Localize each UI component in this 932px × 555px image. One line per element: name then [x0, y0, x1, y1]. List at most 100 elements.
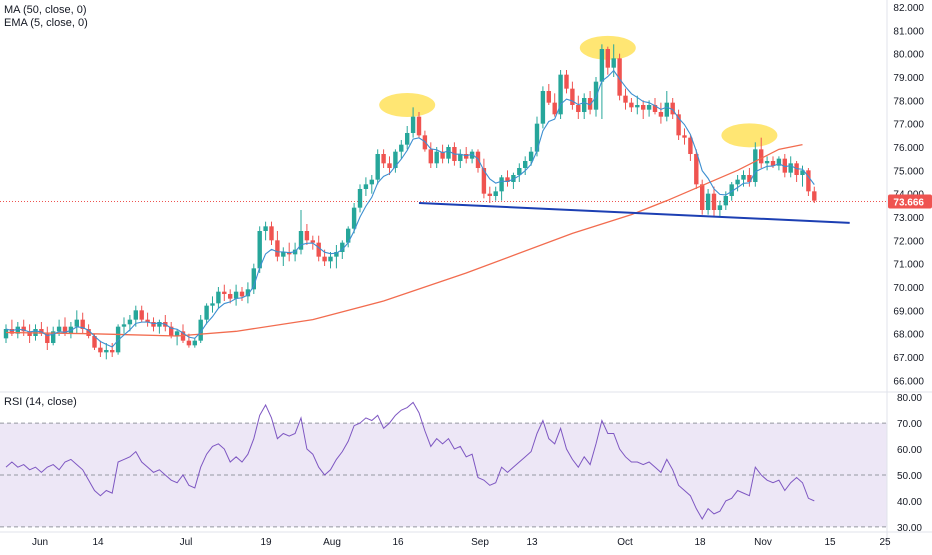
candle-body: [387, 163, 392, 168]
candle-body: [74, 319, 79, 327]
candle-body: [499, 177, 504, 192]
candle-body: [664, 102, 669, 117]
time-tick-label: Jun: [32, 537, 48, 548]
time-tick-label: Nov: [754, 537, 772, 548]
candle-body: [599, 49, 605, 82]
candle-body: [788, 163, 793, 173]
candle-body: [723, 196, 728, 206]
rsi-tick-label: 60.00: [897, 445, 922, 456]
candle-body: [694, 154, 699, 185]
time-tick-label: Jul: [180, 537, 193, 548]
candle-body: [717, 205, 723, 210]
candle-body: [369, 179, 374, 185]
candle-body: [552, 102, 557, 115]
price-tick-label: 82.000: [893, 3, 924, 14]
rsi-tick-label: 30.00: [897, 523, 922, 534]
candle-body: [399, 144, 404, 152]
peak-marker-3: [721, 123, 778, 148]
candle-body: [564, 74, 569, 89]
candle-body: [340, 242, 345, 252]
price-tick-label: 72.000: [893, 236, 924, 247]
candle-body: [328, 256, 333, 262]
candle-body: [357, 189, 363, 208]
price-tick-label: 71.000: [893, 260, 924, 271]
candle-body: [546, 91, 551, 103]
candle-body: [275, 240, 280, 257]
candle-body: [62, 326, 68, 334]
candle-body: [770, 161, 776, 166]
time-tick-label: 13: [526, 537, 538, 548]
candle-body: [629, 102, 634, 108]
time-tick-label: 19: [260, 537, 272, 548]
candle-body: [705, 193, 711, 210]
candle-body: [104, 350, 109, 353]
candle-body: [186, 340, 192, 346]
candle-body: [505, 177, 510, 182]
candle-body: [110, 350, 115, 353]
price-tick-label: 68.000: [893, 330, 924, 341]
candle-body: [133, 310, 138, 320]
candle-body: [806, 170, 811, 192]
candle-body: [540, 91, 546, 124]
candle-body: [747, 175, 752, 182]
candle-body: [493, 191, 498, 196]
candle-body: [9, 329, 15, 334]
candles-group: [3, 44, 817, 360]
candle-body: [764, 161, 770, 164]
candle-body: [440, 151, 445, 159]
candle-body: [393, 151, 398, 168]
time-tick-label: Sep: [471, 537, 489, 548]
ma50-line: [5, 144, 803, 337]
candle-body: [517, 168, 522, 175]
candle-body: [121, 324, 127, 327]
candle-body: [711, 193, 717, 210]
candle-body: [741, 175, 746, 180]
candle-body: [363, 184, 369, 189]
ma-legend-label: MA (50, close, 0): [4, 4, 87, 16]
candle-body: [534, 123, 540, 152]
rsi-tick-label: 50.00: [897, 471, 922, 482]
rsi-legend-label: RSI (14, close): [4, 396, 77, 408]
candle-body: [45, 333, 50, 343]
candle-body: [346, 228, 351, 243]
candle-body: [127, 319, 133, 325]
candle-body: [428, 149, 433, 164]
candle-body: [157, 322, 162, 327]
candle-body: [800, 170, 805, 175]
candle-body: [776, 158, 782, 166]
candle-body: [759, 149, 764, 164]
price-tick-label: 77.000: [893, 120, 924, 131]
candle-body: [481, 168, 487, 194]
candle-body: [228, 294, 233, 299]
last-price-label: 73.666: [893, 197, 924, 208]
candle-body: [469, 151, 475, 159]
time-tick-label: 25: [879, 537, 891, 548]
candle-body: [298, 231, 304, 250]
candle-body: [617, 58, 622, 96]
rsi-tick-label: 70.00: [897, 419, 922, 430]
candle-body: [511, 175, 516, 182]
candle-body: [210, 303, 215, 306]
time-tick-label: Oct: [617, 537, 633, 548]
candle-body: [528, 151, 534, 161]
candle-body: [92, 336, 97, 348]
rsi-line: [5, 401, 815, 521]
candle-body: [676, 114, 681, 136]
candle-body: [375, 154, 380, 180]
candle-body: [582, 98, 587, 112]
candle-body: [239, 291, 245, 297]
candle-body: [174, 331, 180, 336]
candle-body: [15, 326, 20, 334]
candle-body: [688, 137, 693, 154]
candle-body: [735, 179, 740, 185]
candle-body: [145, 319, 150, 322]
candle-body: [281, 252, 286, 257]
candle-body: [334, 252, 339, 257]
candle-body: [216, 291, 221, 304]
candle-body: [487, 193, 492, 196]
candle-body: [410, 116, 416, 133]
candle-body: [635, 105, 640, 108]
price-tick-label: 76.000: [893, 143, 924, 154]
